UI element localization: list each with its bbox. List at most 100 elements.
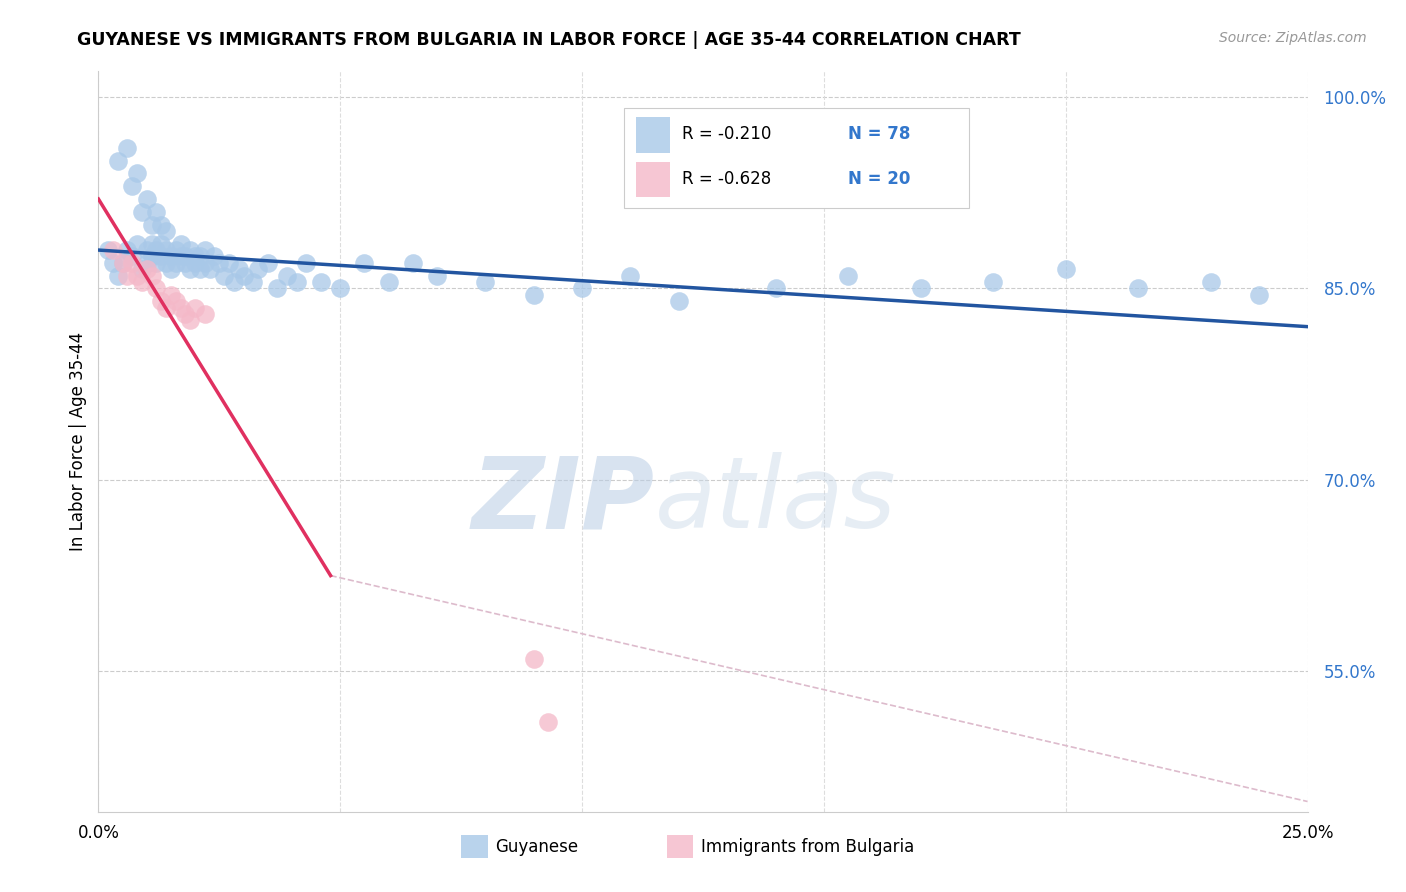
Point bbox=[165, 294, 187, 309]
Point bbox=[242, 275, 264, 289]
Point bbox=[127, 166, 149, 180]
Point bbox=[169, 250, 191, 264]
Point bbox=[141, 236, 163, 251]
Point bbox=[145, 204, 167, 219]
Point bbox=[1249, 287, 1271, 301]
Point bbox=[204, 250, 226, 264]
Bar bbox=[461, 835, 488, 858]
Point bbox=[141, 218, 163, 232]
Point bbox=[111, 256, 134, 270]
Point bbox=[179, 313, 201, 327]
Point bbox=[1054, 262, 1077, 277]
Point bbox=[97, 243, 120, 257]
Point bbox=[174, 250, 197, 264]
Point bbox=[218, 256, 240, 270]
Point bbox=[837, 268, 859, 283]
Point bbox=[165, 256, 187, 270]
Point bbox=[910, 281, 932, 295]
Point bbox=[121, 250, 143, 264]
Point bbox=[131, 204, 153, 219]
Point bbox=[117, 243, 139, 257]
Point bbox=[179, 243, 201, 257]
Point bbox=[131, 262, 153, 277]
Point bbox=[285, 275, 308, 289]
Point bbox=[295, 256, 318, 270]
Point bbox=[188, 262, 211, 277]
Point bbox=[150, 250, 173, 264]
Point bbox=[256, 256, 278, 270]
Y-axis label: In Labor Force | Age 35-44: In Labor Force | Age 35-44 bbox=[69, 332, 87, 551]
Text: R = -0.628: R = -0.628 bbox=[682, 169, 772, 187]
Point bbox=[266, 281, 288, 295]
Text: N = 78: N = 78 bbox=[848, 125, 911, 144]
Point bbox=[135, 256, 157, 270]
Point bbox=[619, 268, 641, 283]
Point bbox=[135, 192, 157, 206]
Text: Immigrants from Bulgaria: Immigrants from Bulgaria bbox=[700, 838, 914, 855]
Point bbox=[194, 256, 217, 270]
Point bbox=[111, 256, 134, 270]
Point bbox=[194, 307, 217, 321]
Point bbox=[329, 281, 352, 295]
Bar bbox=[637, 161, 671, 197]
Point bbox=[150, 236, 173, 251]
Point bbox=[222, 275, 245, 289]
Point bbox=[194, 243, 217, 257]
Point bbox=[188, 250, 211, 264]
Text: ZIP: ZIP bbox=[471, 452, 655, 549]
Point bbox=[377, 275, 399, 289]
Point bbox=[402, 256, 425, 270]
Point bbox=[155, 243, 177, 257]
Point bbox=[668, 294, 690, 309]
Point bbox=[160, 250, 183, 264]
Point bbox=[135, 262, 157, 277]
Point bbox=[537, 715, 560, 730]
Point bbox=[169, 236, 191, 251]
Point bbox=[228, 262, 250, 277]
Point bbox=[117, 141, 139, 155]
Point bbox=[141, 250, 163, 264]
Text: Source: ZipAtlas.com: Source: ZipAtlas.com bbox=[1219, 31, 1367, 45]
Point bbox=[127, 236, 149, 251]
Point bbox=[765, 281, 787, 295]
Point bbox=[155, 256, 177, 270]
Point bbox=[160, 262, 183, 277]
Text: R = -0.210: R = -0.210 bbox=[682, 125, 772, 144]
Point bbox=[165, 243, 187, 257]
Text: Guyanese: Guyanese bbox=[495, 838, 578, 855]
Text: GUYANESE VS IMMIGRANTS FROM BULGARIA IN LABOR FORCE | AGE 35-44 CORRELATION CHAR: GUYANESE VS IMMIGRANTS FROM BULGARIA IN … bbox=[77, 31, 1021, 49]
Point bbox=[523, 287, 546, 301]
Point bbox=[117, 268, 139, 283]
Point bbox=[184, 301, 207, 315]
Point bbox=[145, 281, 167, 295]
Point bbox=[107, 268, 129, 283]
Point bbox=[523, 651, 546, 665]
Point bbox=[247, 262, 270, 277]
Point bbox=[131, 275, 153, 289]
Point bbox=[208, 256, 231, 270]
Point bbox=[101, 256, 124, 270]
Point bbox=[160, 287, 183, 301]
Point bbox=[121, 256, 143, 270]
Point bbox=[1128, 281, 1150, 295]
Point bbox=[232, 268, 254, 283]
Point bbox=[426, 268, 449, 283]
Point bbox=[155, 301, 177, 315]
Point bbox=[474, 275, 496, 289]
Point bbox=[174, 307, 197, 321]
Point bbox=[121, 179, 143, 194]
Point bbox=[184, 250, 207, 264]
Bar bbox=[666, 835, 693, 858]
Point bbox=[353, 256, 375, 270]
Point bbox=[309, 275, 332, 289]
Point bbox=[198, 262, 221, 277]
Point bbox=[1199, 275, 1222, 289]
Point bbox=[184, 256, 207, 270]
Text: N = 20: N = 20 bbox=[848, 169, 911, 187]
Point bbox=[981, 275, 1004, 289]
Point bbox=[135, 243, 157, 257]
Point bbox=[212, 268, 235, 283]
Point bbox=[141, 268, 163, 283]
Text: atlas: atlas bbox=[655, 452, 896, 549]
Point bbox=[571, 281, 593, 295]
